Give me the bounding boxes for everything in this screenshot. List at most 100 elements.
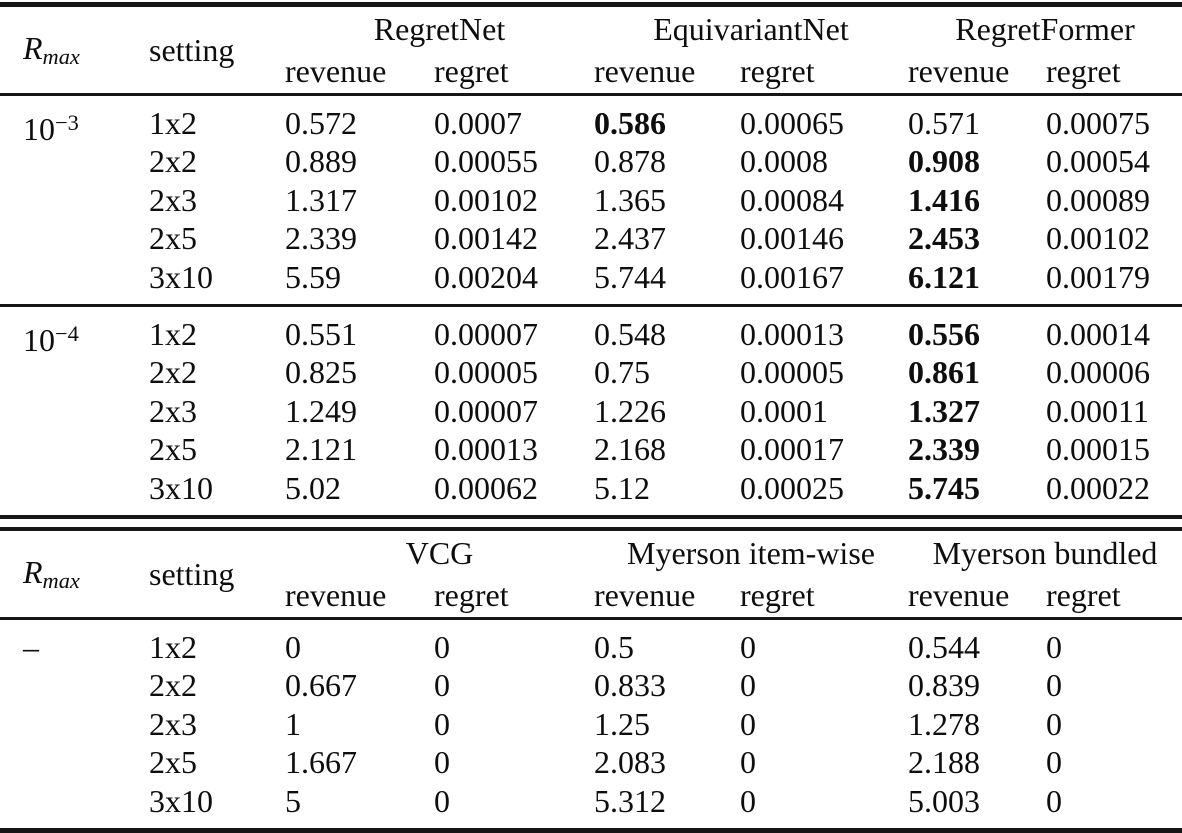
regret-cell: 0 <box>740 667 756 703</box>
rule-header-separator <box>0 93 1182 96</box>
revenue-cell: 0.556 <box>908 315 980 352</box>
table-header: Rmax setting RegretNet EquivariantNet Regret… <box>0 7 1182 93</box>
setting-cell: 3x10 <box>149 469 213 506</box>
table-row: 2x2 0.667 0 0.833 0 0.839 0 <box>0 666 1182 705</box>
regret-cell: 0 <box>1046 667 1062 703</box>
results-table-baselines: Rmax setting VCG Myerson item-wise Myerson b… <box>0 527 1182 833</box>
rmax-cell <box>23 666 149 705</box>
revenue-cell: 6.121 <box>908 258 980 295</box>
regret-cell: 0.00055 <box>434 143 538 179</box>
col-header-revenue: revenue <box>285 577 387 613</box>
rmax-cell <box>23 430 149 469</box>
regret-cell: 0.00014 <box>1046 315 1150 352</box>
method-header: VCG <box>405 535 474 571</box>
revenue-cell: 0.839 <box>908 667 980 703</box>
regret-cell: 0 <box>434 705 450 742</box>
rmax-symbol: R <box>23 554 43 591</box>
regret-cell: 0 <box>740 744 756 780</box>
rule-block-separator <box>0 304 1182 307</box>
revenue-cell: 2.121 <box>285 431 357 467</box>
revenue-cell: 1.416 <box>908 181 980 218</box>
col-header-regret: regret <box>434 53 509 89</box>
regret-cell: 0.00011 <box>1046 392 1149 429</box>
method-header: Myerson item-wise <box>627 535 875 571</box>
revenue-cell: 1.317 <box>285 181 357 218</box>
revenue-cell: 1.278 <box>908 705 980 742</box>
revenue-cell: 2.339 <box>908 431 980 467</box>
regret-cell: 0.00204 <box>434 258 538 295</box>
regret-cell: 0.00089 <box>1046 181 1150 218</box>
revenue-cell: 1.249 <box>285 392 357 429</box>
revenue-cell: 1.226 <box>594 392 666 429</box>
revenue-cell: 1 <box>285 705 301 742</box>
table-header: Rmax setting VCG Myerson item-wise Myerson b… <box>0 531 1182 617</box>
rmax-cell <box>23 142 149 181</box>
regret-cell: 0.00007 <box>434 315 538 352</box>
regret-cell: 0.00065 <box>740 104 844 141</box>
table-row: 3x10 5.59 0.00204 5.744 0.00167 6.121 0.00179 <box>0 258 1182 297</box>
rmax-cell <box>23 743 149 782</box>
table-row: – 1x2 0 0 0.5 0 0.544 0 <box>0 628 1182 667</box>
revenue-cell: 2.083 <box>594 744 666 780</box>
rmax-cell <box>23 219 149 258</box>
revenue-cell: 2.453 <box>908 220 980 256</box>
regret-cell: 0 <box>1046 628 1062 665</box>
regret-cell: 0.00015 <box>1046 431 1150 467</box>
revenue-cell: 0.75 <box>594 354 650 390</box>
col-header-revenue: revenue <box>908 577 1010 613</box>
rmax-cell: 10−4 <box>23 315 149 360</box>
revenue-cell: 5.312 <box>594 782 666 819</box>
revenue-cell: 0.889 <box>285 143 357 179</box>
rmax-value: 10 <box>23 110 55 147</box>
rmax-cell <box>23 469 149 508</box>
regret-cell: 0.00006 <box>1046 354 1150 390</box>
regret-cell: 0.00062 <box>434 469 538 506</box>
table-row: 10−3 1x2 0.572 0.0007 0.586 0.00065 0.571 0.000… <box>0 104 1182 147</box>
col-header-setting: setting <box>149 555 235 592</box>
table-row: 2x3 1 0 1.25 0 1.278 0 <box>0 705 1182 744</box>
setting-cell: 2x3 <box>149 392 197 429</box>
method-header: RegretFormer <box>955 11 1135 47</box>
regret-cell: 0.00017 <box>740 431 844 467</box>
rmax-cell: 10−3 <box>23 104 149 149</box>
revenue-cell: 5.12 <box>594 469 650 506</box>
regret-cell: 0 <box>1046 744 1062 780</box>
rmax-cell: – <box>23 628 149 667</box>
regret-cell: 0.00102 <box>434 181 538 218</box>
rmax-subscript: max <box>42 43 80 69</box>
revenue-cell: 0.878 <box>594 143 666 179</box>
results-table-neural: Rmax setting RegretNet EquivariantNet Regret… <box>0 2 1182 519</box>
regret-cell: 0 <box>434 782 450 819</box>
col-header-regret: regret <box>1046 577 1121 613</box>
table-row: 2x5 2.121 0.00013 2.168 0.00017 2.339 0.00015 <box>0 430 1182 469</box>
regret-cell: 0 <box>434 744 450 780</box>
setting-cell: 2x2 <box>149 667 197 703</box>
revenue-cell: 0.667 <box>285 667 357 703</box>
rule-header-separator <box>0 617 1182 620</box>
revenue-cell: 0.544 <box>908 628 980 665</box>
setting-cell: 3x10 <box>149 258 213 295</box>
table-row: 3x10 5.02 0.00062 5.12 0.00025 5.745 0.00022 <box>0 469 1182 508</box>
rmax-cell <box>23 392 149 431</box>
regret-cell: 0.0007 <box>434 104 522 141</box>
rmax-cell <box>23 258 149 297</box>
rule-top <box>0 527 1182 531</box>
revenue-cell: 0.908 <box>908 143 980 179</box>
method-header: Myerson bundled <box>932 535 1158 571</box>
rmax-value: 10 <box>23 321 55 358</box>
col-header-rmax: Rmax <box>23 30 149 70</box>
regret-cell: 0.00013 <box>434 431 538 467</box>
setting-cell: 2x5 <box>149 431 197 467</box>
table-row: 2x2 0.889 0.00055 0.878 0.0008 0.908 0.00054 <box>0 142 1182 181</box>
revenue-cell: 0.825 <box>285 354 357 390</box>
revenue-cell: 5.745 <box>908 469 980 506</box>
table-row: 2x3 1.249 0.00007 1.226 0.0001 1.327 0.00011 <box>0 392 1182 431</box>
revenue-cell: 0.571 <box>908 104 980 141</box>
setting-cell: 2x2 <box>149 354 197 390</box>
regret-cell: 0.00007 <box>434 392 538 429</box>
regret-cell: 0.0008 <box>740 143 828 179</box>
table-block: –1x2 0 0 0.5 0 0.544 0 2x2 0.667 0 0.833 0 0.839 0 2x3… <box>0 620 1182 829</box>
revenue-cell: 5 <box>285 782 301 819</box>
setting-cell: 2x3 <box>149 705 197 742</box>
regret-cell: 0.00054 <box>1046 143 1150 179</box>
